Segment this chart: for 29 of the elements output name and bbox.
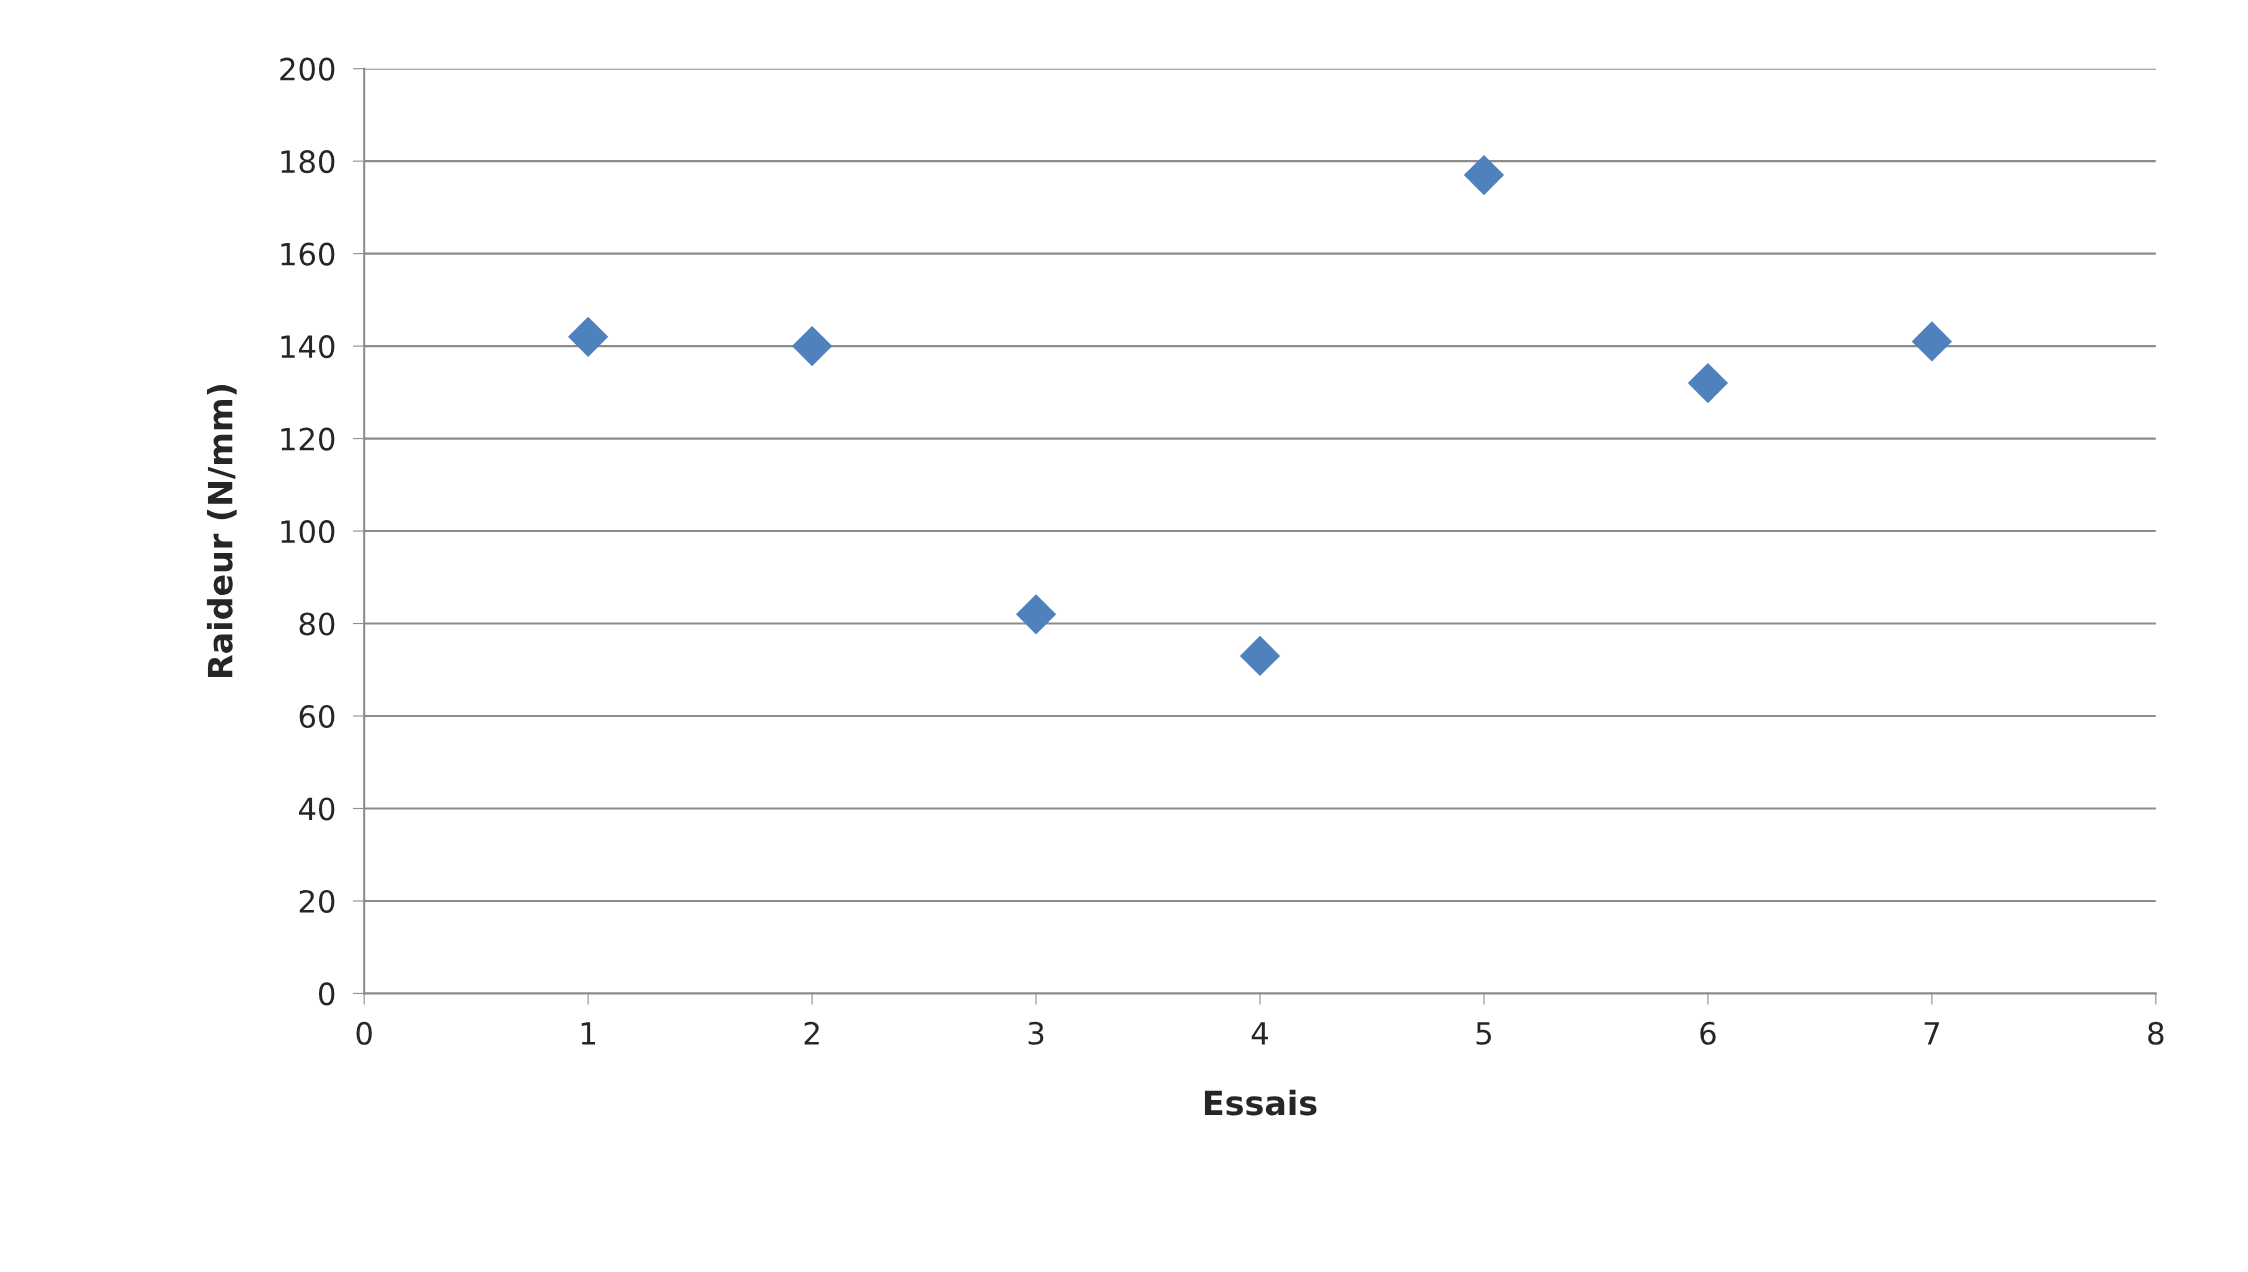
x-tick-label: 0 [356, 1021, 372, 1045]
x-tick-label: 8 [2148, 1021, 2164, 1045]
x-tick-label: 4 [1251, 1022, 1269, 1045]
y-tick-label: 0 [318, 982, 335, 1006]
x-tick-label: 5 [1476, 1022, 1492, 1045]
x-tick-label: 1 [581, 1022, 596, 1045]
y-tick-label: 200 [280, 57, 335, 81]
point [1463, 154, 1505, 196]
point [1687, 362, 1729, 404]
point [1911, 321, 1952, 362]
point [1015, 594, 1057, 635]
x-tick-label: 2 [804, 1021, 819, 1045]
y-tick-label: 140 [281, 335, 335, 359]
y-axis-title: Raideur (N/mm) [206, 385, 237, 677]
point [1239, 635, 1281, 677]
y-tick-label: 80 [299, 612, 335, 636]
x-tick-label: 7 [1924, 1022, 1939, 1045]
x-tick-label: 3 [1028, 1021, 1044, 1045]
point [791, 325, 833, 367]
y-tick-label: 160 [281, 242, 335, 266]
x-tick-label: 6 [1700, 1021, 1716, 1045]
y-tick-label: 100 [281, 519, 335, 544]
y-tick-label: 60 [299, 704, 335, 729]
y-tick-label: 20 [299, 889, 335, 913]
y-tick-label: 40 [299, 797, 335, 821]
x-axis-title: Essais [1204, 1089, 1317, 1116]
y-tick-label: 120 [281, 427, 335, 451]
point [568, 316, 609, 357]
y-tick-label: 180 [281, 150, 335, 174]
